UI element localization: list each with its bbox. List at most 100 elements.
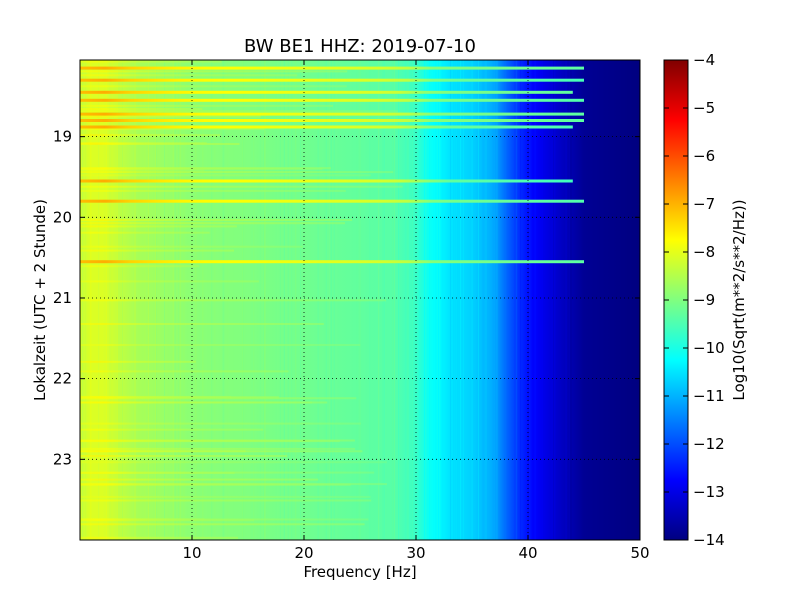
spectrogram-row-texture: [80, 231, 210, 234]
spectrogram-band: [80, 125, 573, 129]
spectrogram-texture-line: [569, 60, 571, 540]
x-axis-ticks: 10 20 30 40 50: [182, 60, 650, 562]
spectrogram-texture-line: [517, 60, 519, 540]
spectrogram-texture-line: [398, 60, 399, 540]
spectrogram-row-texture: [80, 225, 237, 228]
x-tick-label: 20: [294, 544, 313, 562]
spectrogram-texture-line: [520, 60, 522, 540]
spectrogram-texture-line: [551, 60, 553, 540]
spectrogram-row-texture: [80, 265, 200, 268]
colorbar-tick-label: −5: [693, 99, 715, 117]
spectrogram-texture-line: [397, 60, 399, 540]
colorbar-tick-label: −6: [693, 147, 715, 165]
spectrogram-texture-line: [570, 60, 572, 540]
plot-frame: [79, 59, 641, 541]
spectrogram-band: [80, 66, 584, 70]
spectrogram-row-texture: [80, 185, 403, 188]
grid-lines: [80, 60, 640, 540]
spectrogram-texture-line: [534, 60, 536, 540]
spectrogram-texture-line: [392, 60, 394, 540]
spectrogram-band: [80, 90, 573, 94]
spectrogram-texture-line: [412, 60, 413, 540]
spectrogram-row-texture: [80, 110, 398, 113]
colorbar-tick-label: −8: [693, 243, 715, 261]
spectrogram-row-texture: [80, 108, 203, 111]
spectrogram-texture-line: [391, 60, 393, 540]
colorbar-tick-label: −14: [693, 531, 725, 549]
y-axis-label: Lokalzeit (UTC + 2 Stunde): [31, 199, 49, 401]
spectrogram-texture-line: [455, 60, 457, 540]
spectrogram-texture-line: [406, 60, 408, 540]
spectrogram-row-texture: [80, 134, 221, 137]
spectrogram-row-texture: [80, 370, 289, 373]
y-tick-label: 23: [53, 450, 72, 468]
spectrogram-row-texture: [80, 115, 261, 118]
x-axis-label: Frequency [Hz]: [303, 563, 416, 581]
spectrogram-texture-line: [393, 60, 395, 540]
colorbar-tick-label: −11: [693, 387, 725, 405]
spectrogram-row-texture: [80, 174, 371, 177]
spectrogram-texture-line: [482, 60, 484, 540]
spectrogram-row-texture: [80, 70, 348, 73]
spectrogram-band: [80, 78, 584, 82]
spectrogram-texture-line: [452, 60, 454, 540]
x-tick-label: 10: [182, 544, 201, 562]
x-tick-label: 50: [630, 544, 649, 562]
y-tick-label: 22: [53, 370, 72, 388]
colorbar-tick-label: −10: [693, 339, 725, 357]
y-tick-label: 19: [53, 128, 72, 146]
spectrogram-texture-line: [526, 60, 528, 540]
spectrogram-texture-line: [532, 60, 534, 540]
spectrogram-texture-line: [453, 60, 455, 540]
spectrogram-row-texture: [80, 299, 387, 302]
spectrogram-row-texture: [80, 60, 222, 63]
colorbar-tick-label: −9: [693, 291, 715, 309]
spectrogram-row-texture: [80, 168, 205, 171]
spectrogram-row-texture: [80, 450, 363, 453]
spectrogram-texture-line: [442, 60, 444, 540]
spectrogram-row-texture: [80, 483, 387, 486]
spectrogram-row-texture: [80, 360, 196, 363]
y-tick-label: 20: [53, 208, 72, 226]
spectrogram-texture-line: [405, 60, 406, 540]
spectrogram-texture-line: [463, 60, 465, 540]
spectrogram-texture-line: [505, 60, 507, 540]
spectrogram-row-texture: [80, 478, 319, 481]
spectrogram-band: [80, 179, 573, 183]
colorbar-ticks: −4 −5 −6 −7 −8 −9 −10 −11 −12 −13 −14: [664, 51, 725, 549]
spectrogram-texture-line: [492, 60, 494, 540]
y-tick-label: 21: [53, 289, 72, 307]
spectrogram-row-texture: [80, 439, 355, 442]
spectrogram-texture-line: [478, 60, 479, 540]
spectrogram-row-texture: [80, 245, 303, 248]
colorbar-tick-label: −13: [693, 483, 725, 501]
spectrogram-texture-line: [516, 60, 518, 540]
spectrogram-texture-line: [496, 60, 498, 540]
spectrogram-row-texture: [80, 171, 394, 174]
colorbar-tick-label: −4: [693, 51, 715, 69]
spectrogram-band: [80, 112, 584, 116]
spectrogram-row-texture: [80, 401, 328, 404]
spectrogram-row-texture: [80, 219, 353, 221]
spectrogram-row-texture: [80, 167, 331, 170]
spectrogram-texture-line: [436, 60, 438, 540]
spectrogram-row-texture: [80, 222, 345, 225]
spectrogram-texture-line: [565, 60, 567, 540]
spectrogram-texture-line: [541, 60, 543, 540]
spectrogram-texture-line: [417, 60, 418, 540]
spectrogram-texture-line: [429, 60, 430, 540]
spectrogram-row-texture: [80, 461, 387, 464]
spectrogram-texture-line: [445, 60, 447, 540]
spectrogram-band: [80, 119, 584, 122]
spectrogram-texture-line: [529, 60, 531, 540]
spectrogram-row-texture: [80, 142, 207, 145]
spectrogram-row-texture: [80, 523, 365, 526]
spectrogram-row-texture: [80, 249, 234, 252]
spectrogram-row-texture: [80, 85, 347, 88]
spectrogram-row-texture: [80, 536, 238, 539]
spectrogram-texture-line: [407, 60, 409, 540]
spectrogram-row-texture: [80, 74, 298, 77]
spectrogram-texture-line: [554, 60, 556, 540]
spectrogram-texture-line: [460, 60, 462, 540]
colorbar-tick-label: −7: [693, 195, 715, 213]
